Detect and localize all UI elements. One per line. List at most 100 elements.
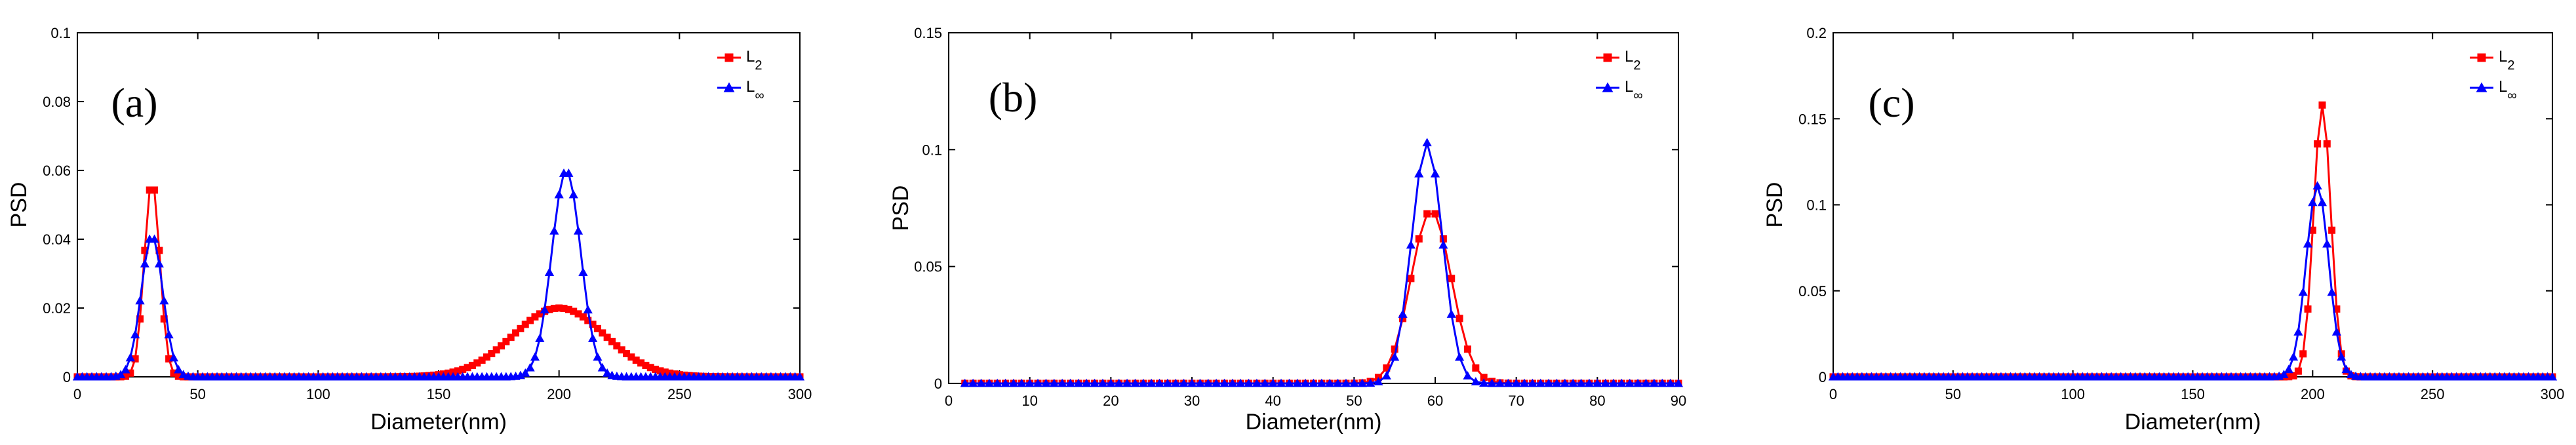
data-point [564, 168, 574, 177]
data-point [159, 296, 169, 305]
data-point [1407, 275, 1415, 282]
data-point [1017, 378, 1027, 387]
legend-label: L∞ [1625, 78, 1643, 103]
data-point [168, 353, 179, 362]
data-point [1374, 377, 1383, 385]
data-point [568, 189, 578, 199]
legend-label-subscript: ∞ [2507, 88, 2516, 103]
data-point [1106, 378, 1116, 387]
data-point [2314, 140, 2322, 148]
data-point [976, 378, 986, 387]
data-point [2318, 101, 2326, 109]
x-tick-label: 0 [1829, 386, 1837, 402]
data-point [498, 342, 505, 350]
y-tick-label: 0.1 [1806, 197, 1827, 214]
data-point [1448, 275, 1456, 282]
data-point [1536, 378, 1545, 387]
x-tick-label: 10 [1021, 393, 1037, 409]
y-axis-label: PSD [1762, 182, 1787, 228]
panel-label: (b) [989, 74, 1038, 121]
x-tick-label: 90 [1671, 393, 1686, 409]
legend-marker [1603, 53, 1612, 62]
data-point [1463, 371, 1473, 379]
legend-label-main: L [1625, 48, 1633, 66]
legend-label: L2 [746, 48, 762, 73]
y-tick-label: 0.04 [43, 231, 71, 248]
data-point [2312, 181, 2322, 190]
data-point [1600, 378, 1610, 387]
data-point [1422, 138, 1432, 147]
data-point [1114, 378, 1124, 387]
data-point [1390, 352, 1400, 361]
data-point [1576, 378, 1586, 387]
legend-marker [723, 82, 735, 92]
data-point [1503, 378, 1513, 387]
x-axis-label: Diameter(nm) [1246, 410, 1382, 435]
legend-label-main: L [2499, 78, 2507, 96]
data-point [1414, 168, 1424, 178]
data-point [140, 259, 149, 268]
data-point [125, 353, 135, 362]
data-point [960, 378, 970, 387]
plot-area-frame [1833, 32, 2553, 377]
data-point [1098, 378, 1108, 387]
data-point [2322, 239, 2332, 248]
data-point [1155, 378, 1164, 387]
data-point [1090, 378, 1100, 387]
legend-label-subscript: ∞ [755, 88, 764, 103]
series-linf [960, 138, 1684, 387]
data-point [2337, 352, 2347, 361]
data-point [507, 334, 515, 341]
x-axis-label: Diameter(nm) [370, 410, 507, 435]
x-tick-label: 20 [1103, 393, 1119, 409]
data-point [1649, 378, 1659, 387]
y-tick-label: 0.06 [43, 163, 71, 179]
data-point [1162, 378, 1172, 387]
data-point [1203, 378, 1213, 387]
x-tick-label: 200 [547, 386, 571, 402]
data-point [1073, 378, 1083, 387]
data-point [968, 378, 978, 387]
data-point [1456, 315, 1463, 322]
data-point [1187, 378, 1197, 387]
data-point [1195, 378, 1205, 387]
x-tick-label: 0 [945, 393, 953, 409]
data-point [121, 364, 130, 374]
data-point [1025, 378, 1035, 387]
data-point [2547, 372, 2558, 381]
data-point [1365, 378, 1376, 387]
data-point [1284, 378, 1294, 387]
series-line [1833, 182, 2552, 378]
data-point [1138, 378, 1148, 387]
data-point [1415, 235, 1423, 243]
data-point [1041, 378, 1051, 387]
series-line [964, 212, 1678, 385]
y-axis-label: PSD [888, 185, 913, 231]
plot-area-frame [948, 32, 1679, 384]
y-tick-label: 0.05 [1798, 283, 1827, 300]
data-point [2308, 197, 2318, 206]
data-point [544, 267, 555, 277]
data-point [2299, 350, 2307, 358]
y-tick-label: 0.15 [914, 25, 942, 41]
data-point [1341, 378, 1351, 387]
data-point [2298, 287, 2308, 296]
x-tick-label: 60 [1427, 393, 1443, 409]
data-point [174, 364, 184, 374]
data-point [2303, 239, 2313, 248]
data-point [2304, 305, 2312, 313]
legend: L2L∞ [717, 48, 764, 103]
data-point [587, 334, 598, 342]
data-point [593, 352, 603, 361]
x-tick-label: 50 [189, 386, 205, 402]
data-point [984, 378, 994, 387]
data-point [517, 324, 525, 332]
panel-label: (a) [111, 79, 157, 126]
data-point [1487, 378, 1497, 387]
data-point [603, 368, 612, 377]
x-tick-label: 30 [1184, 393, 1200, 409]
data-point [1309, 378, 1318, 387]
y-tick-label: 0 [63, 369, 71, 385]
x-tick-label: 0 [73, 386, 81, 402]
legend-marker [1602, 82, 1614, 92]
